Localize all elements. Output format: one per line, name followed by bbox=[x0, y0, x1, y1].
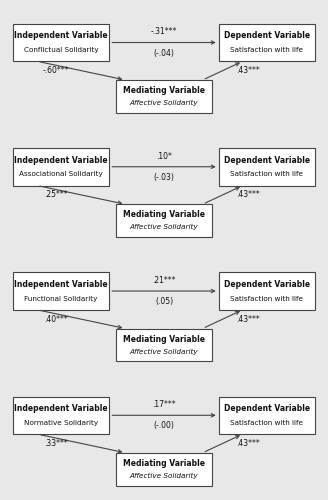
Text: Mediating Variable: Mediating Variable bbox=[123, 334, 205, 344]
Text: .21***: .21*** bbox=[152, 276, 176, 285]
Bar bbox=[116, 453, 212, 486]
Bar bbox=[13, 396, 109, 434]
Bar bbox=[116, 328, 212, 362]
Text: (-.04): (-.04) bbox=[154, 48, 174, 58]
Text: Associational Solidarity: Associational Solidarity bbox=[19, 172, 103, 177]
Text: Affective Solidarity: Affective Solidarity bbox=[130, 348, 198, 354]
Text: Independent Variable: Independent Variable bbox=[14, 32, 108, 40]
Text: Dependent Variable: Dependent Variable bbox=[224, 156, 310, 164]
Text: Independent Variable: Independent Variable bbox=[14, 280, 108, 289]
Text: Functional Solidarity: Functional Solidarity bbox=[25, 296, 98, 302]
Text: (-.00): (-.00) bbox=[154, 422, 174, 430]
Bar bbox=[13, 272, 109, 310]
Text: (.05): (.05) bbox=[155, 297, 173, 306]
Bar bbox=[219, 24, 315, 62]
Text: -.31***: -.31*** bbox=[151, 28, 177, 36]
Text: .40***: .40*** bbox=[44, 314, 67, 324]
Text: Independent Variable: Independent Variable bbox=[14, 404, 108, 413]
Text: Satisfaction with life: Satisfaction with life bbox=[230, 296, 303, 302]
Text: .33***: .33*** bbox=[44, 439, 67, 448]
Bar bbox=[13, 148, 109, 186]
Text: Satisfaction with life: Satisfaction with life bbox=[230, 420, 303, 426]
Bar bbox=[219, 148, 315, 186]
Text: Affective Solidarity: Affective Solidarity bbox=[130, 100, 198, 106]
Text: Dependent Variable: Dependent Variable bbox=[224, 32, 310, 40]
Text: Affective Solidarity: Affective Solidarity bbox=[130, 224, 198, 230]
Text: .43***: .43*** bbox=[236, 439, 260, 448]
Text: -.60***: -.60*** bbox=[42, 66, 69, 75]
Text: Affective Solidarity: Affective Solidarity bbox=[130, 472, 198, 479]
Bar bbox=[116, 204, 212, 237]
Text: .17***: .17*** bbox=[152, 400, 176, 409]
Text: Mediating Variable: Mediating Variable bbox=[123, 459, 205, 468]
Bar bbox=[219, 272, 315, 310]
Text: Conflictual Solidarity: Conflictual Solidarity bbox=[24, 47, 98, 53]
Bar bbox=[13, 24, 109, 62]
Text: Satisfaction with life: Satisfaction with life bbox=[230, 172, 303, 177]
Bar bbox=[116, 80, 212, 113]
Text: .43***: .43*** bbox=[236, 314, 260, 324]
Text: Independent Variable: Independent Variable bbox=[14, 156, 108, 164]
Text: .43***: .43*** bbox=[236, 190, 260, 200]
Text: Mediating Variable: Mediating Variable bbox=[123, 86, 205, 95]
Text: (-.03): (-.03) bbox=[154, 173, 174, 182]
Bar bbox=[219, 396, 315, 434]
Text: Mediating Variable: Mediating Variable bbox=[123, 210, 205, 220]
Text: Dependent Variable: Dependent Variable bbox=[224, 280, 310, 289]
Text: Normative Solidarity: Normative Solidarity bbox=[24, 420, 98, 426]
Text: .10*: .10* bbox=[156, 152, 172, 160]
Text: Satisfaction with life: Satisfaction with life bbox=[230, 47, 303, 53]
Text: .43***: .43*** bbox=[236, 66, 260, 75]
Text: Dependent Variable: Dependent Variable bbox=[224, 404, 310, 413]
Text: .25***: .25*** bbox=[44, 190, 67, 200]
